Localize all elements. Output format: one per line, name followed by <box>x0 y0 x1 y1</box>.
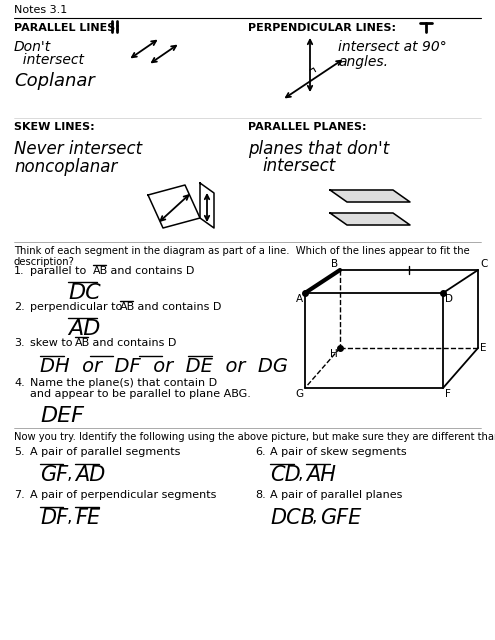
Text: 7.: 7. <box>14 490 25 500</box>
Text: ,: , <box>67 508 72 526</box>
Text: PARALLEL LINES:: PARALLEL LINES: <box>14 23 120 33</box>
Text: planes that don't: planes that don't <box>248 140 389 158</box>
Text: F: F <box>445 389 451 399</box>
Text: ,: , <box>298 465 303 483</box>
Text: A: A <box>296 294 303 304</box>
Text: C: C <box>480 259 488 269</box>
Text: SKEW LINES:: SKEW LINES: <box>14 122 95 132</box>
Text: B: B <box>331 259 338 269</box>
Text: angles.: angles. <box>338 55 388 69</box>
Text: A pair of parallel planes: A pair of parallel planes <box>270 490 402 500</box>
Text: DH  or  DF  or  DE  or  DG: DH or DF or DE or DG <box>40 357 288 376</box>
Text: AB: AB <box>75 338 90 348</box>
Text: CD: CD <box>270 465 301 485</box>
Text: DC: DC <box>68 283 100 303</box>
Text: DCB: DCB <box>270 508 315 528</box>
Text: and contains D: and contains D <box>107 266 195 276</box>
Text: parallel to: parallel to <box>30 266 90 276</box>
Text: AB: AB <box>93 266 108 276</box>
Text: DF: DF <box>40 508 68 528</box>
Text: Don't: Don't <box>14 40 51 54</box>
Text: PERPENDICULAR LINES:: PERPENDICULAR LINES: <box>248 23 396 33</box>
Text: GF: GF <box>40 465 68 485</box>
Text: and appear to be parallel to plane ABG.: and appear to be parallel to plane ABG. <box>30 389 251 399</box>
Text: ,: , <box>312 508 317 526</box>
Text: PARALLEL PLANES:: PARALLEL PLANES: <box>248 122 366 132</box>
Text: 3.: 3. <box>14 338 25 348</box>
Text: description?: description? <box>14 257 75 267</box>
Text: intersect: intersect <box>14 53 84 67</box>
Text: FE: FE <box>75 508 100 528</box>
Text: GFE: GFE <box>320 508 361 528</box>
Polygon shape <box>330 213 410 225</box>
Text: Never intersect: Never intersect <box>14 140 142 158</box>
Text: intersect: intersect <box>262 157 335 175</box>
Text: Name the plane(s) that contain D: Name the plane(s) that contain D <box>30 378 217 388</box>
Text: AD: AD <box>75 465 105 485</box>
Text: D: D <box>445 294 453 304</box>
Text: 6.: 6. <box>255 447 266 457</box>
Text: AH: AH <box>306 465 336 485</box>
Text: noncoplanar: noncoplanar <box>14 158 117 176</box>
Text: 4.: 4. <box>14 378 25 388</box>
Text: A pair of parallel segments: A pair of parallel segments <box>30 447 180 457</box>
Text: Notes 3.1: Notes 3.1 <box>14 5 67 15</box>
Text: 8.: 8. <box>255 490 266 500</box>
Text: AD: AD <box>68 319 100 339</box>
Text: and contains D: and contains D <box>89 338 176 348</box>
Text: E: E <box>480 343 487 353</box>
Text: 5.: 5. <box>14 447 25 457</box>
Text: Think of each segment in the diagram as part of a line.  Which of the lines appe: Think of each segment in the diagram as … <box>14 246 470 256</box>
Text: Now you try. Identify the following using the above picture, but make sure they : Now you try. Identify the following usin… <box>14 432 495 442</box>
Text: ,: , <box>67 465 72 483</box>
Text: 1.: 1. <box>14 266 25 276</box>
Text: A pair of skew segments: A pair of skew segments <box>270 447 406 457</box>
Text: A pair of perpendicular segments: A pair of perpendicular segments <box>30 490 216 500</box>
Text: AB: AB <box>120 302 135 312</box>
Polygon shape <box>330 190 410 202</box>
Text: 2.: 2. <box>14 302 25 312</box>
Text: and contains D: and contains D <box>134 302 221 312</box>
Text: G: G <box>295 389 303 399</box>
Text: skew to: skew to <box>30 338 76 348</box>
Text: perpendicular to: perpendicular to <box>30 302 126 312</box>
Text: Coplanar: Coplanar <box>14 72 95 90</box>
Text: H: H <box>330 349 338 359</box>
Text: intersect at 90°: intersect at 90° <box>338 40 447 54</box>
Text: DEF: DEF <box>40 406 84 426</box>
